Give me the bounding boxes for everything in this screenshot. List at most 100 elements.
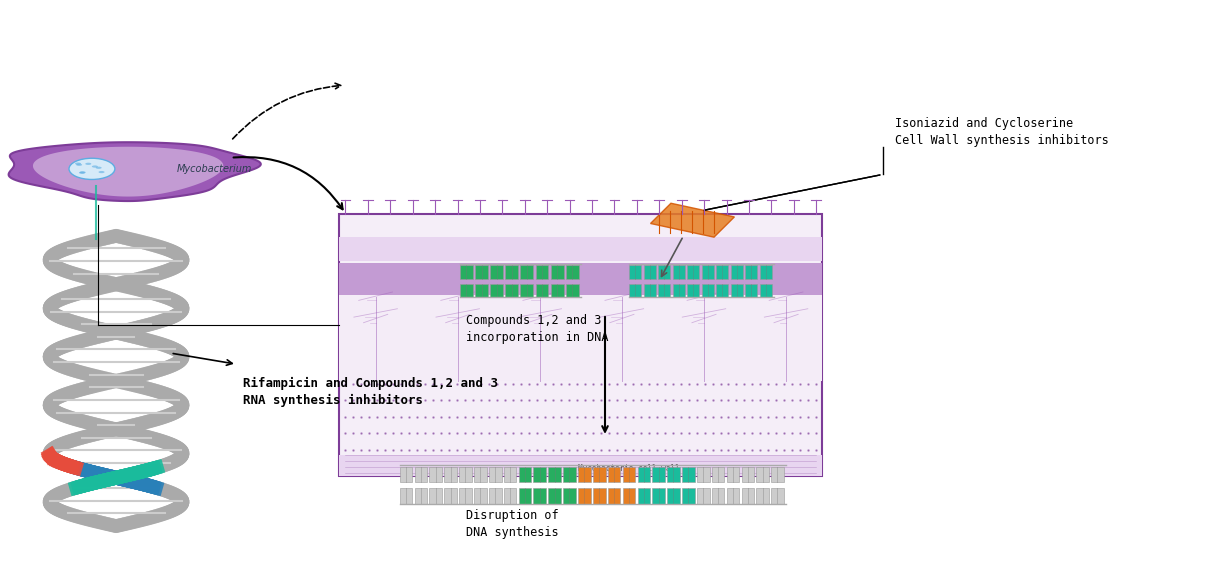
FancyBboxPatch shape	[593, 467, 605, 482]
FancyBboxPatch shape	[687, 284, 699, 297]
FancyBboxPatch shape	[340, 295, 823, 381]
FancyBboxPatch shape	[536, 265, 548, 279]
FancyBboxPatch shape	[760, 284, 772, 297]
FancyBboxPatch shape	[727, 467, 739, 482]
FancyBboxPatch shape	[658, 265, 670, 279]
FancyBboxPatch shape	[727, 488, 739, 504]
FancyBboxPatch shape	[340, 214, 823, 476]
FancyBboxPatch shape	[638, 467, 650, 482]
FancyBboxPatch shape	[474, 488, 486, 504]
FancyBboxPatch shape	[593, 488, 605, 504]
FancyBboxPatch shape	[566, 284, 578, 297]
FancyBboxPatch shape	[623, 488, 635, 504]
FancyBboxPatch shape	[430, 467, 442, 482]
FancyBboxPatch shape	[742, 488, 754, 504]
FancyBboxPatch shape	[519, 467, 531, 482]
Text: Mycobacterium: Mycobacterium	[177, 164, 252, 174]
FancyBboxPatch shape	[756, 488, 770, 504]
FancyBboxPatch shape	[415, 488, 427, 504]
Ellipse shape	[79, 172, 85, 174]
Text: Rifampicin and Compounds 1,2 and 3
RNA synthesis inhibitors: Rifampicin and Compounds 1,2 and 3 RNA s…	[243, 377, 497, 407]
FancyBboxPatch shape	[340, 455, 823, 476]
FancyBboxPatch shape	[711, 467, 725, 482]
FancyBboxPatch shape	[503, 488, 517, 504]
Ellipse shape	[85, 163, 91, 165]
FancyBboxPatch shape	[673, 265, 685, 279]
FancyBboxPatch shape	[506, 284, 518, 297]
FancyBboxPatch shape	[563, 467, 576, 482]
FancyBboxPatch shape	[682, 488, 695, 504]
FancyBboxPatch shape	[644, 265, 656, 279]
FancyBboxPatch shape	[667, 467, 680, 482]
FancyBboxPatch shape	[638, 488, 650, 504]
FancyBboxPatch shape	[673, 284, 685, 297]
FancyBboxPatch shape	[697, 488, 709, 504]
FancyBboxPatch shape	[415, 467, 427, 482]
FancyBboxPatch shape	[520, 265, 534, 279]
FancyBboxPatch shape	[489, 467, 502, 482]
FancyBboxPatch shape	[506, 265, 518, 279]
FancyBboxPatch shape	[716, 265, 728, 279]
Text: Compounds 1,2 and 3
incorporation in DNA: Compounds 1,2 and 3 incorporation in DNA	[466, 314, 609, 344]
FancyBboxPatch shape	[490, 265, 503, 279]
FancyBboxPatch shape	[399, 467, 413, 482]
FancyBboxPatch shape	[340, 237, 823, 261]
FancyBboxPatch shape	[548, 467, 561, 482]
FancyBboxPatch shape	[551, 265, 564, 279]
FancyBboxPatch shape	[536, 284, 548, 297]
FancyBboxPatch shape	[548, 488, 561, 504]
FancyBboxPatch shape	[578, 488, 590, 504]
FancyBboxPatch shape	[430, 488, 442, 504]
FancyBboxPatch shape	[651, 203, 734, 237]
FancyBboxPatch shape	[444, 467, 457, 482]
FancyBboxPatch shape	[623, 467, 635, 482]
Ellipse shape	[76, 164, 82, 166]
FancyBboxPatch shape	[687, 265, 699, 279]
FancyBboxPatch shape	[503, 467, 517, 482]
Polygon shape	[8, 142, 261, 201]
FancyBboxPatch shape	[534, 488, 546, 504]
Ellipse shape	[80, 171, 86, 173]
FancyBboxPatch shape	[742, 467, 754, 482]
FancyBboxPatch shape	[460, 284, 473, 297]
Text: Mycobacteria cell wall: Mycobacteria cell wall	[578, 463, 680, 472]
FancyBboxPatch shape	[771, 488, 784, 504]
FancyBboxPatch shape	[444, 488, 457, 504]
FancyBboxPatch shape	[534, 467, 546, 482]
FancyBboxPatch shape	[460, 488, 472, 504]
FancyBboxPatch shape	[476, 265, 488, 279]
FancyBboxPatch shape	[340, 263, 823, 295]
FancyBboxPatch shape	[566, 265, 578, 279]
Text: Disruption of
DNA synthesis: Disruption of DNA synthesis	[466, 509, 559, 539]
FancyBboxPatch shape	[756, 467, 770, 482]
Ellipse shape	[75, 163, 81, 165]
FancyBboxPatch shape	[652, 467, 666, 482]
FancyBboxPatch shape	[702, 284, 714, 297]
Ellipse shape	[69, 158, 115, 180]
FancyBboxPatch shape	[682, 467, 695, 482]
FancyBboxPatch shape	[745, 265, 757, 279]
FancyBboxPatch shape	[731, 284, 743, 297]
FancyBboxPatch shape	[711, 488, 725, 504]
FancyBboxPatch shape	[697, 467, 709, 482]
FancyBboxPatch shape	[629, 265, 641, 279]
FancyBboxPatch shape	[551, 284, 564, 297]
FancyBboxPatch shape	[490, 284, 503, 297]
FancyBboxPatch shape	[771, 467, 784, 482]
FancyBboxPatch shape	[658, 284, 670, 297]
FancyBboxPatch shape	[489, 488, 502, 504]
FancyBboxPatch shape	[476, 284, 488, 297]
FancyBboxPatch shape	[520, 284, 534, 297]
FancyBboxPatch shape	[731, 265, 743, 279]
FancyBboxPatch shape	[563, 488, 576, 504]
Polygon shape	[33, 147, 224, 196]
FancyBboxPatch shape	[644, 284, 656, 297]
FancyBboxPatch shape	[652, 488, 666, 504]
FancyBboxPatch shape	[474, 467, 486, 482]
FancyBboxPatch shape	[745, 284, 757, 297]
FancyBboxPatch shape	[702, 265, 714, 279]
FancyBboxPatch shape	[716, 284, 728, 297]
FancyBboxPatch shape	[460, 467, 472, 482]
FancyBboxPatch shape	[760, 265, 772, 279]
Ellipse shape	[92, 165, 98, 168]
